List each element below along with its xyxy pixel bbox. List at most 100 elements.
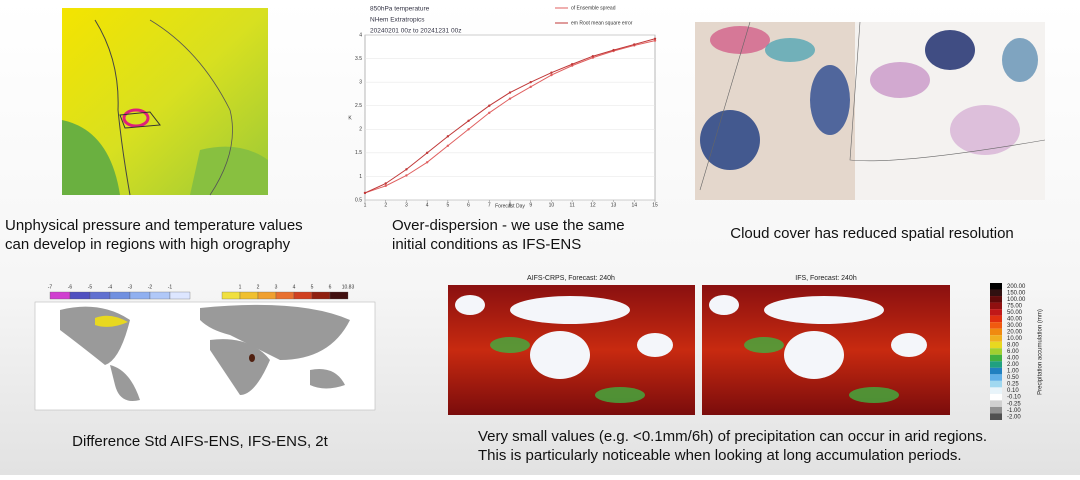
colorbar-segment (49, 291, 71, 300)
map-title: AIFS-CRPS, Forecast: 240h (527, 275, 615, 282)
x-tick-label: 15 (652, 202, 658, 208)
point (384, 184, 387, 188)
point (612, 48, 615, 52)
point (405, 168, 408, 171)
point (488, 111, 491, 114)
point (384, 182, 387, 185)
colorbar-segment (990, 328, 1002, 336)
colorbar-segment (275, 291, 295, 300)
y-tick-label: 1 (359, 174, 362, 180)
x-tick-label: 7 (488, 202, 491, 208)
cloud-map (695, 21, 1046, 200)
caption: Difference Std AIFS-ENS, IFS-ENS, 2t (72, 433, 328, 450)
colorbar-segment (990, 374, 1002, 381)
y-tick-label: 2.5 (355, 103, 362, 109)
colorbar-label: 150.00 (1007, 290, 1026, 296)
point (633, 43, 636, 46)
precip-colorbar: 200.00150.00100.0075.0050.0040.0030.0020… (990, 283, 1026, 420)
legend-label: em Root mean square error (571, 20, 633, 26)
colorbar-segment (990, 315, 1002, 323)
colorbar-label: 1.00 (1007, 369, 1019, 375)
colorbar-label: 2.00 (1007, 362, 1019, 368)
colorbar-segment (293, 291, 313, 300)
colorbar-label: -3 (128, 284, 133, 290)
colorbar-segment (990, 361, 1002, 368)
colorbar-segment (109, 291, 131, 300)
colorbar-label: 4.00 (1007, 356, 1019, 362)
point (529, 80, 532, 84)
colorbar-label: 5 (311, 284, 314, 290)
point (653, 37, 657, 40)
colorbar-label: -1 (168, 284, 173, 290)
point (653, 39, 657, 42)
colorbar-label: 200.00 (1007, 284, 1026, 290)
x-tick-label: 2 (384, 202, 387, 208)
colorbar-label: 6 (329, 284, 332, 290)
caption: Cloud cover has reduced spatial resoluti… (730, 225, 1014, 242)
plot-area (364, 34, 656, 201)
map-title: IFS, Forecast: 240h (795, 275, 857, 282)
x-tick-label: 13 (611, 202, 617, 208)
x-tick-label: 11 (570, 202, 575, 208)
colorbar-label: -7 (48, 284, 53, 290)
colorbar-segment (221, 291, 241, 300)
colorbar-label: 1 (239, 284, 242, 290)
colorbar-label: -6 (68, 284, 73, 290)
colorbar-segment (990, 413, 1002, 420)
chart-period: 20240201 00z to 20241231 00z (370, 28, 461, 35)
x-tick-label: 14 (632, 202, 638, 208)
y-tick-label: 1.5 (355, 150, 362, 156)
x-tick-label: 12 (590, 202, 596, 208)
colorbar-segment (169, 291, 191, 300)
x-tick-label: 6 (467, 202, 470, 208)
orography-map (62, 8, 268, 196)
colorbar-segment (990, 341, 1002, 349)
y-tick-label: 4 (359, 32, 362, 38)
colorbar-segment (990, 354, 1002, 362)
colorbar-label: 2 (257, 284, 260, 290)
colorbar-segment (990, 393, 1002, 401)
point (488, 104, 491, 107)
colorbar-segment (990, 400, 1002, 407)
caption: Very small values (e.g. <0.1mm/6h) of pr… (478, 428, 987, 445)
colorbar-label: 10.83 (342, 284, 355, 290)
colorbar-label: 6.00 (1007, 349, 1019, 355)
point (363, 191, 367, 195)
colorbar-segment (990, 289, 1002, 297)
point (467, 119, 470, 123)
colorbar-segment (990, 309, 1002, 316)
colorbar-label: -1.00 (1007, 408, 1021, 414)
point (425, 161, 429, 164)
colorbar-segment (89, 291, 111, 300)
point (529, 85, 532, 89)
point (405, 174, 408, 177)
point (446, 144, 450, 147)
colorbar-segment (990, 296, 1002, 303)
colorbar-label: -2.00 (1007, 414, 1021, 420)
precip-maps (448, 285, 950, 415)
x-tick-label: 4 (426, 202, 429, 208)
y-tick-label: 3 (359, 79, 362, 85)
colorbar-label: 8.00 (1007, 343, 1019, 349)
colorbar-segment (990, 406, 1002, 414)
colorbar-segment (990, 302, 1002, 310)
point (425, 151, 429, 155)
colorbar-segment (990, 367, 1002, 375)
point (570, 63, 574, 66)
x-tick-label: 8 (509, 202, 512, 208)
colorbar-segment (129, 291, 151, 300)
colorbar-segment (990, 380, 1002, 388)
colorbar-segment (329, 291, 349, 300)
x-tick-label: 10 (549, 202, 555, 208)
colorbar-segment (257, 291, 277, 300)
colorbar-title: Precipitation accumulation (mm) (1038, 309, 1044, 395)
colorbar-label: 75.00 (1007, 303, 1023, 309)
caption: Unphysical pressure and temperature valu… (5, 217, 303, 234)
y-tick-label: 3.5 (355, 56, 362, 62)
colorbar-segment (990, 322, 1002, 329)
colorbar-label: 0.10 (1007, 388, 1019, 394)
colorbar-segment (990, 348, 1002, 355)
point (550, 73, 553, 77)
caption: can develop in regions with high orograp… (5, 236, 291, 253)
